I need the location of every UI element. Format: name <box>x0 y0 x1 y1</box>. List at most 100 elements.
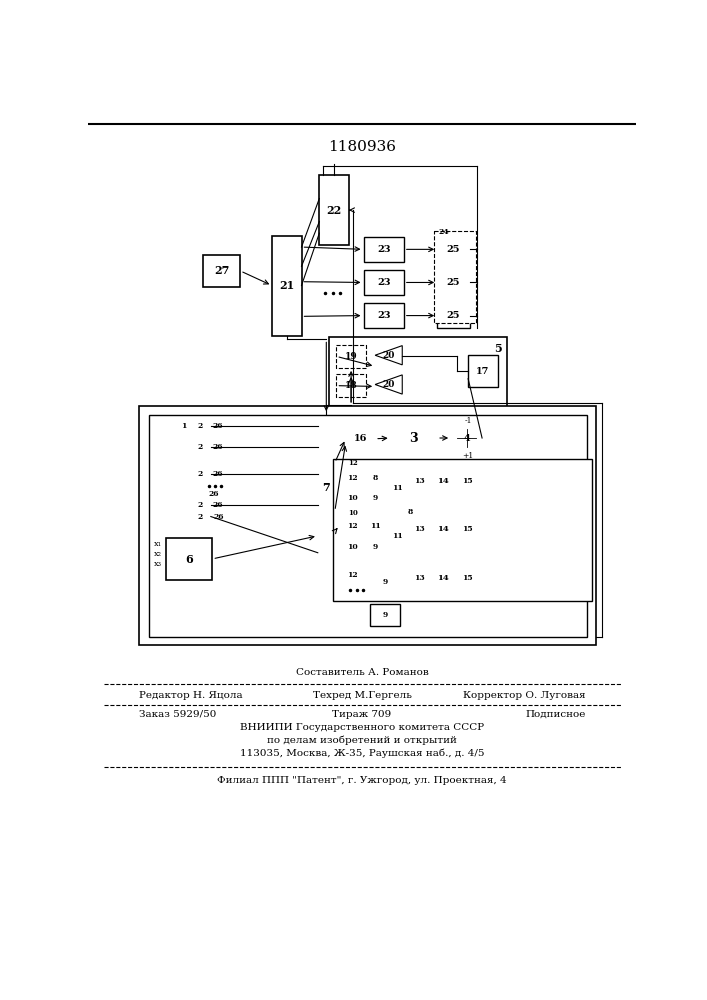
Text: x₁: x₁ <box>154 540 162 548</box>
Text: Составитель А. Романов: Составитель А. Романов <box>296 668 428 677</box>
Polygon shape <box>189 497 211 513</box>
Text: 14: 14 <box>438 477 449 485</box>
Polygon shape <box>409 470 429 492</box>
Text: 10: 10 <box>347 494 358 502</box>
Text: 26: 26 <box>212 470 223 478</box>
Text: 11: 11 <box>392 532 403 540</box>
Text: 26: 26 <box>214 513 224 521</box>
Polygon shape <box>346 428 375 450</box>
Bar <box>363 270 404 295</box>
Bar <box>363 303 404 328</box>
Text: +1: +1 <box>462 452 474 460</box>
Text: 9: 9 <box>382 578 388 586</box>
Text: 25: 25 <box>447 278 460 287</box>
Text: 23: 23 <box>377 278 390 287</box>
Polygon shape <box>409 518 429 540</box>
Text: 5: 5 <box>494 343 502 354</box>
Text: 25: 25 <box>447 311 460 320</box>
Text: 2: 2 <box>197 422 203 430</box>
Bar <box>364 517 386 536</box>
Polygon shape <box>387 476 408 500</box>
Text: 15: 15 <box>462 477 473 485</box>
Bar <box>437 303 469 328</box>
Text: 3: 3 <box>409 432 418 445</box>
Text: 8: 8 <box>373 474 378 482</box>
Bar <box>364 537 386 557</box>
Text: Техред М.Гергель: Техред М.Гергель <box>312 691 411 700</box>
Bar <box>272 235 301 336</box>
Text: Заказ 5929/50: Заказ 5929/50 <box>139 710 216 719</box>
Text: 12: 12 <box>348 459 358 467</box>
Bar <box>337 345 366 368</box>
Polygon shape <box>457 470 477 492</box>
Polygon shape <box>343 489 363 508</box>
Text: 18: 18 <box>345 381 358 390</box>
Bar <box>317 414 335 560</box>
Text: Подписное: Подписное <box>525 710 586 719</box>
Text: 26: 26 <box>212 443 223 451</box>
Text: 20: 20 <box>382 380 395 389</box>
Text: 12: 12 <box>347 522 358 530</box>
Bar <box>203 255 240 287</box>
Text: 19: 19 <box>345 352 358 361</box>
Text: 1180936: 1180936 <box>328 140 396 154</box>
Text: 26: 26 <box>212 422 223 430</box>
Polygon shape <box>375 375 402 394</box>
Text: 12: 12 <box>347 571 358 579</box>
Text: 20: 20 <box>382 351 395 360</box>
Text: 13: 13 <box>414 477 425 485</box>
Text: 2: 2 <box>197 470 203 478</box>
Text: 24: 24 <box>438 228 450 235</box>
Text: 25: 25 <box>447 245 460 254</box>
Text: по делам изобретений и открытий: по делам изобретений и открытий <box>267 736 457 745</box>
Bar <box>370 571 400 594</box>
Text: 22: 22 <box>327 205 341 216</box>
Text: x₂: x₂ <box>154 550 162 558</box>
Polygon shape <box>189 418 211 433</box>
Text: 9: 9 <box>382 611 388 619</box>
Text: 14: 14 <box>438 574 449 582</box>
Bar <box>363 237 404 262</box>
Text: 2: 2 <box>197 443 203 451</box>
Text: 10: 10 <box>347 543 358 551</box>
Bar <box>431 567 456 589</box>
Polygon shape <box>343 517 363 536</box>
Polygon shape <box>189 509 211 524</box>
Circle shape <box>451 423 482 453</box>
Text: Филиал ППП "Патент", г. Ужгород, ул. Проектная, 4: Филиал ППП "Патент", г. Ужгород, ул. Про… <box>217 776 507 785</box>
Bar <box>434 231 476 323</box>
Text: 15: 15 <box>462 574 473 582</box>
Bar <box>149 415 587 637</box>
Text: 26: 26 <box>209 490 219 498</box>
Bar <box>468 355 498 387</box>
Bar <box>339 513 425 558</box>
Bar <box>437 237 469 262</box>
Bar <box>364 468 386 487</box>
Bar <box>332 459 592 601</box>
Text: 113035, Москва, Ж-35, Раушская наб., д. 4/5: 113035, Москва, Ж-35, Раушская наб., д. … <box>240 749 484 758</box>
Text: 8: 8 <box>408 508 413 516</box>
Text: 14: 14 <box>438 525 449 533</box>
Text: 21: 21 <box>279 280 294 291</box>
Polygon shape <box>343 468 363 487</box>
Bar <box>364 489 386 508</box>
Text: 2: 2 <box>197 513 203 521</box>
Text: 11: 11 <box>370 522 380 530</box>
Text: 27: 27 <box>214 265 229 276</box>
Bar <box>431 470 456 492</box>
Polygon shape <box>343 537 363 557</box>
Text: x₃: x₃ <box>154 560 162 568</box>
Polygon shape <box>343 565 363 584</box>
Bar <box>320 175 349 245</box>
Bar <box>370 604 400 626</box>
Text: Редактор Н. Яцола: Редактор Н. Яцола <box>139 691 243 700</box>
Polygon shape <box>457 518 477 540</box>
Text: 9: 9 <box>373 543 378 551</box>
Text: 11: 11 <box>392 484 403 492</box>
Polygon shape <box>189 466 211 482</box>
Text: 23: 23 <box>377 311 390 320</box>
Text: 13: 13 <box>414 574 425 582</box>
Text: Тираж 709: Тираж 709 <box>332 710 392 719</box>
Text: -1: -1 <box>464 417 472 425</box>
Text: 12: 12 <box>347 474 358 482</box>
